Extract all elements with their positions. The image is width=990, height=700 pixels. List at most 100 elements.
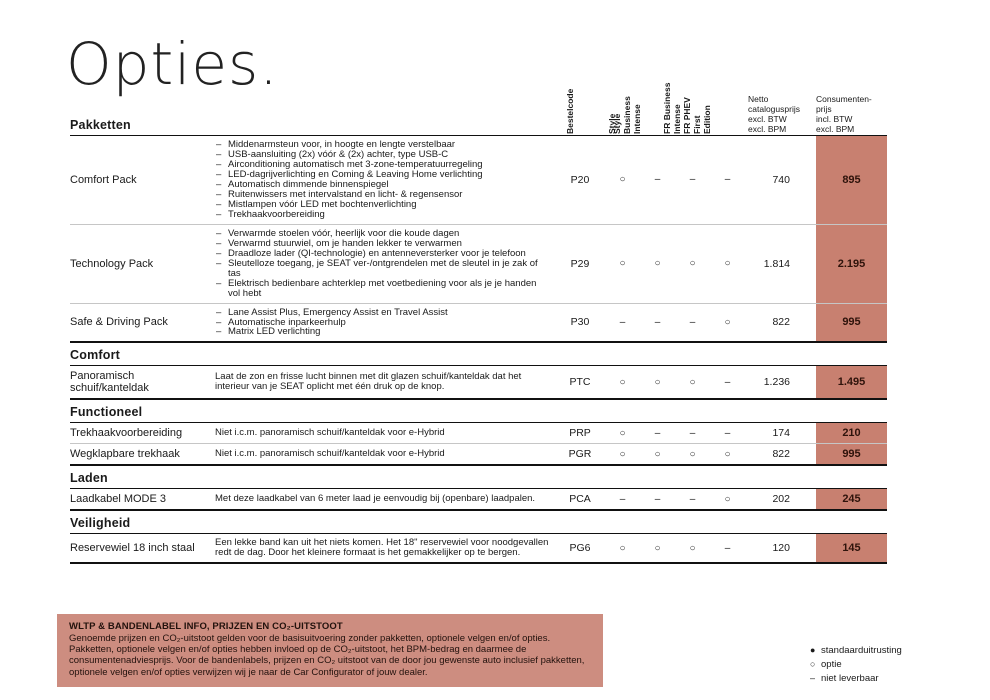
bullet-text: Sleutelloze toegang, je SEAT ver-/ontgre… (228, 257, 538, 279)
column-header-bestelcode: Bestelcode (565, 88, 575, 134)
availability-mark: – (654, 493, 661, 505)
order-code: PG6 (569, 542, 591, 555)
bullet-dash: – (216, 158, 222, 170)
bullet-text: Matrix LED verlichting (228, 326, 321, 338)
bullet-item: – Trekhaakvoorbereiding (215, 208, 550, 220)
column-header-style-business-intense: Style Business Intense (612, 96, 642, 134)
option-row: Comfort Pack – Middenarmsteun voor, in hoo… (70, 136, 887, 224)
availability-mark: – (724, 427, 731, 439)
bullet-item: – Verwarmd stuurwiel, om je handen lekker… (215, 238, 550, 249)
note-title: WLTP & BANDENLABEL INFO, PRIJZEN EN CO₂-… (69, 621, 343, 632)
availability-mark: – (689, 316, 696, 328)
order-code: PRP (569, 427, 591, 440)
option-name: Panoramisch schuif/kanteldak (70, 370, 149, 395)
availability-mark: – (619, 316, 626, 328)
bullet-item: – Automatische inparkeerhulp (215, 316, 550, 328)
bullet-text: Automatisch dimmende binnenspiegel (228, 178, 389, 190)
availability-mark: ○ (724, 493, 731, 505)
availability-mark: ○ (689, 258, 696, 270)
netto-price: 822 (772, 448, 790, 461)
availability-mark: ○ (619, 258, 626, 270)
bullet-text: Trekhaakvoorbereiding (228, 208, 325, 220)
legend-label: optie (821, 658, 842, 670)
consumer-price: 995 (816, 444, 887, 465)
bullet-dash: – (216, 148, 222, 160)
bullet-text: Ruitenwissers met intervalstand en licht… (228, 188, 463, 200)
bullet-dash: – (216, 178, 222, 190)
bullet-text: Verwarmde stoelen vóór, heerlijk voor di… (228, 227, 460, 239)
netto-price: 822 (772, 316, 790, 329)
legend-item: – niet leverbaar (810, 672, 902, 686)
order-code: P29 (570, 257, 590, 270)
legend-label: standaarduitrusting (821, 645, 902, 656)
table-column-headers: Bestelcode Style Style Business Intense … (70, 75, 887, 137)
availability-mark: ○ (724, 258, 731, 270)
spacer (792, 489, 816, 509)
consumer-price: 245 (816, 489, 887, 510)
consumer-price: 2.195 (816, 224, 887, 303)
availability-mark: – (654, 316, 661, 328)
bullet-item: – Sleutelloze toegang, je SEAT ver-/ontgr… (215, 257, 550, 279)
legend-symbol: – (810, 672, 816, 683)
bullet-dash: – (216, 277, 222, 289)
spacer (792, 534, 816, 562)
section-title: Laden (70, 466, 887, 490)
availability-mark: ○ (619, 542, 626, 554)
option-row: Laadkabel MODE 3 Met deze laadkabel van 6… (70, 489, 887, 510)
availability-mark: – (689, 493, 696, 505)
availability-mark: – (724, 542, 731, 554)
option-name: Reservewiel 18 inch staal (70, 542, 195, 555)
options-table: Bestelcode Style Style Business Intense … (70, 75, 887, 565)
column-header-consumentenprijs: Consumenten- prijs incl. BTW excl. BPM (816, 94, 872, 134)
availability-mark: – (619, 493, 626, 505)
bullet-text: Mistlampen vóór LED met bochtenverlichti… (228, 198, 417, 210)
consumer-price: 895 (816, 136, 887, 224)
bullet-text: USB-aansluiting (2x) vóór & (2x) achter,… (228, 148, 449, 160)
legend-item: ● standaarduitrusting (810, 644, 902, 658)
spacer (792, 366, 816, 398)
bullet-dash: – (216, 247, 222, 259)
spacer (792, 423, 816, 443)
option-row: Trekhaakvoorbereiding Niet i.c.m. panoram… (70, 423, 887, 444)
section-title: Functioneel (70, 400, 887, 424)
legend-symbol: ○ (810, 658, 816, 669)
availability-mark: ○ (724, 448, 731, 460)
consumer-price: 995 (816, 303, 887, 342)
option-description: – Middenarmsteun voor, in hoogte en lengt… (215, 136, 555, 224)
table-sections: Pakketten Comfort Pack – Middenarmsteun voo… (70, 118, 887, 565)
order-code: P20 (570, 173, 590, 186)
availability-legend: ● standaarduitrusting ○ optie – niet leverbaa… (810, 644, 902, 685)
availability-mark: ○ (619, 174, 626, 186)
option-description: Laat de zon en frisse lucht binnen met d… (215, 371, 522, 393)
bullet-item: – Middenarmsteun voor, in hoogte en lengt… (215, 140, 550, 150)
bullet-text: Elektrisch bedienbare achterklep met voe… (228, 277, 537, 299)
bullet-item: – Ruitenwissers met intervalstand en lich… (215, 188, 550, 200)
availability-mark: ○ (654, 258, 661, 270)
availability-mark: – (654, 174, 661, 186)
bullet-dash: – (216, 316, 222, 328)
bullet-text: Lane Assist Plus, Emergency Assist en Tr… (228, 306, 448, 318)
option-row: Wegklapbare trekhaak Niet i.c.m. panorami… (70, 443, 887, 465)
bullet-item: – Airconditioning automatisch met 3-zone-… (215, 158, 550, 170)
section-comfort: Comfort Panoramisch schuif/kanteldak Laat … (70, 343, 887, 401)
legend-symbol: ● (810, 645, 816, 655)
column-header-fr-phev-first-edition: FR PHEV First Edition (682, 97, 712, 134)
availability-mark: ○ (619, 376, 626, 388)
option-row: Panoramisch schuif/kanteldak Laat de zon … (70, 366, 887, 399)
bullet-text: LED-dagrijverlichting en Coming & Leavin… (228, 168, 483, 180)
option-description: Een lekke band kan uit het niets komen. … (215, 537, 549, 559)
availability-mark: ○ (654, 376, 661, 388)
bullet-dash: – (216, 188, 222, 200)
section-title: Comfort (70, 343, 887, 367)
option-description: – Verwarmde stoelen vóór, heerlijk voor d… (215, 225, 555, 303)
bullet-text: Middenarmsteun voor, in hoogte en lengte… (228, 139, 456, 150)
option-row: Safe & Driving Pack – Lane Assist Plus, Em… (70, 302, 887, 342)
section-title: Veiligheid (70, 511, 887, 535)
section-veiligheid: Veiligheid Reservewiel 18 inch staal Een l… (70, 511, 887, 565)
bullet-item: – Automatisch dimmende binnenspiegel (215, 178, 550, 190)
consumer-price: 210 (816, 423, 887, 444)
availability-mark: ○ (689, 376, 696, 388)
section-pakketten: Pakketten Comfort Pack – Middenarmsteun voo… (70, 118, 887, 344)
availability-mark: – (724, 174, 731, 186)
